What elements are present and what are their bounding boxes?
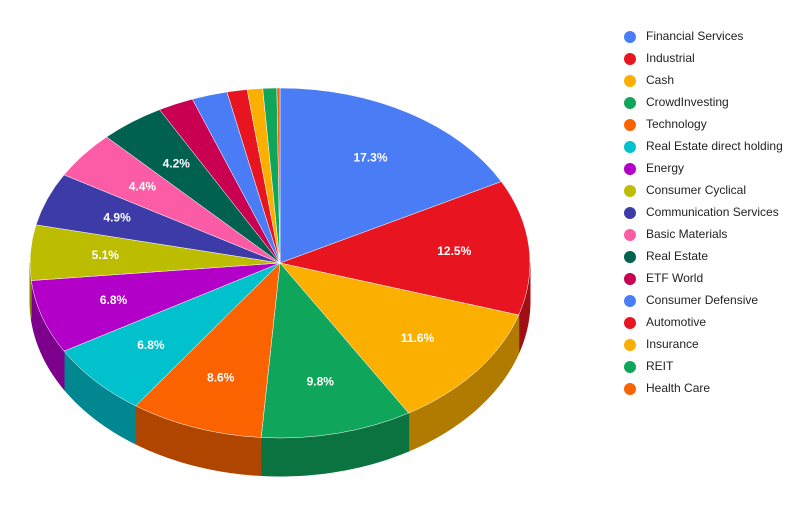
pie-slice bbox=[279, 262, 520, 414]
legend-swatch bbox=[624, 273, 636, 285]
legend-swatch bbox=[624, 317, 636, 329]
legend-label: CrowdInvesting bbox=[646, 95, 729, 109]
legend-label: Real Estate bbox=[646, 249, 708, 263]
legend-swatch bbox=[624, 75, 636, 87]
legend-swatch bbox=[624, 295, 636, 307]
pie-slice bbox=[276, 87, 281, 264]
data-label: 11.6% bbox=[401, 331, 435, 345]
legend-swatch bbox=[624, 163, 636, 175]
data-label: 4.9% bbox=[103, 210, 131, 224]
legend-swatch bbox=[624, 53, 636, 65]
data-label: 8.6% bbox=[207, 370, 235, 384]
tops bbox=[29, 87, 531, 439]
data-label: 9.8% bbox=[307, 374, 335, 388]
legend-swatch bbox=[624, 97, 636, 109]
legend-label: Consumer Defensive bbox=[646, 293, 758, 307]
legend-label: Financial Services bbox=[646, 29, 743, 43]
legend-swatch bbox=[624, 339, 636, 351]
legend-swatch bbox=[624, 141, 636, 153]
legend-swatch bbox=[624, 31, 636, 43]
data-label: 12.5% bbox=[437, 244, 471, 258]
legend-swatch bbox=[624, 119, 636, 131]
data-label: 6.8% bbox=[137, 338, 165, 352]
legend-swatch bbox=[624, 361, 636, 373]
data-label: 5.1% bbox=[92, 248, 120, 262]
legend-swatch bbox=[624, 185, 636, 197]
legend-label: Consumer Cyclical bbox=[646, 183, 746, 197]
legend-label: Cash bbox=[646, 73, 674, 87]
data-label: 4.4% bbox=[129, 179, 157, 193]
pie-slice bbox=[279, 181, 531, 316]
legend-label: Industrial bbox=[646, 51, 695, 65]
data-label: 6.8% bbox=[100, 293, 128, 307]
pie-slice bbox=[279, 87, 502, 264]
legend-label: REIT bbox=[646, 359, 674, 373]
legend-swatch bbox=[624, 383, 636, 395]
legend-label: Communication Services bbox=[646, 205, 779, 219]
legend-label: Basic Materials bbox=[646, 227, 727, 241]
legend-label: Technology bbox=[646, 117, 707, 131]
pie-slice bbox=[63, 262, 281, 407]
labels: 17.3% 12.5% 11.6% 9.8% 8.6% 6.8% 6.8% 5.1% 4.9% 4… bbox=[92, 150, 472, 388]
legend-label: ETF World bbox=[646, 271, 703, 285]
data-label: 4.2% bbox=[163, 157, 191, 171]
pie-slice bbox=[260, 262, 410, 439]
legend-label: Automotive bbox=[646, 315, 706, 329]
walls bbox=[29, 262, 531, 477]
pie-slice bbox=[135, 262, 281, 438]
legend-swatch bbox=[624, 207, 636, 219]
legend-swatch bbox=[624, 229, 636, 241]
legend-label: Insurance bbox=[646, 337, 699, 351]
legend-label: Real Estate direct holding bbox=[646, 139, 783, 153]
data-label: 17.3% bbox=[353, 150, 387, 164]
pie-slice bbox=[30, 262, 281, 352]
legend-label: Energy bbox=[646, 161, 684, 175]
legend-label: Health Care bbox=[646, 381, 710, 395]
legend-swatch bbox=[624, 251, 636, 263]
